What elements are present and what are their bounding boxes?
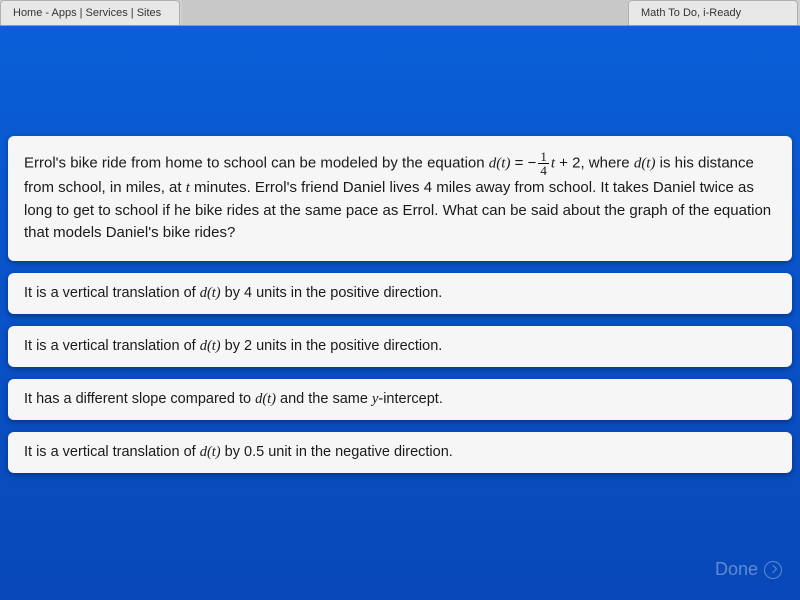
- question-text-2: , where: [580, 154, 633, 171]
- answer-b-val: 2: [244, 338, 252, 354]
- answer-a-fn: d(t): [200, 285, 221, 301]
- answer-a-post: units in the positive direction.: [252, 285, 442, 301]
- arrow-right-icon: [764, 561, 782, 579]
- answer-option-c[interactable]: It has a different slope compared to d(t…: [8, 379, 792, 420]
- answer-c-fn: d(t): [255, 391, 276, 407]
- tab-iready[interactable]: Math To Do, i-Ready: [628, 0, 798, 25]
- question-four: 4: [424, 179, 432, 196]
- iready-viewport: Errol's bike ride from home to school ca…: [0, 26, 800, 600]
- question-eq-sign: =: [510, 154, 527, 171]
- answer-b-mid: by: [221, 338, 244, 354]
- answer-d-pre: It is a vertical translation of: [24, 444, 200, 460]
- question-dt2: d(t): [634, 155, 656, 171]
- answer-option-a[interactable]: It is a vertical translation of d(t) by …: [8, 273, 792, 314]
- answer-d-fn: d(t): [200, 444, 221, 460]
- question-text-4: minutes. Errol's friend Daniel lives: [190, 179, 424, 196]
- question-text-1: Errol's bike ride from home to school ca…: [24, 154, 489, 171]
- browser-tab-strip: Home - Apps | Services | Sites Math To D…: [0, 0, 800, 26]
- tab-iready-label: Math To Do, i-Ready: [641, 7, 741, 19]
- done-label: Done: [715, 559, 758, 580]
- fraction-denominator: 4: [538, 164, 549, 177]
- answer-a-mid: by: [221, 285, 244, 301]
- answer-c-post: -intercept.: [378, 391, 442, 407]
- answer-c-mid: and the same: [276, 391, 372, 407]
- tab-home[interactable]: Home - Apps | Services | Sites: [0, 0, 180, 25]
- answer-option-b[interactable]: It is a vertical translation of d(t) by …: [8, 326, 792, 367]
- fraction-numerator: 1: [538, 150, 549, 164]
- answer-b-fn: d(t): [200, 338, 221, 354]
- question-card: Errol's bike ride from home to school ca…: [8, 136, 792, 261]
- answer-a-pre: It is a vertical translation of: [24, 285, 200, 301]
- question-eq-func: d(t): [489, 155, 511, 171]
- answer-d-post: unit in the negative direction.: [264, 444, 453, 460]
- answer-b-post: units in the positive direction.: [252, 338, 442, 354]
- question-eq-plus: + 2: [555, 154, 580, 171]
- answer-c-pre: It has a different slope compared to: [24, 391, 255, 407]
- answer-d-mid: by: [221, 444, 244, 460]
- tab-home-label: Home - Apps | Services | Sites: [13, 7, 161, 19]
- tab-gap: [182, 0, 628, 25]
- answer-a-val: 4: [244, 285, 252, 301]
- done-button[interactable]: Done: [715, 559, 782, 580]
- question-eq-fraction: 14: [536, 150, 551, 177]
- question-eq-neg: −: [528, 154, 537, 171]
- answer-option-d[interactable]: It is a vertical translation of d(t) by …: [8, 432, 792, 473]
- answer-b-pre: It is a vertical translation of: [24, 338, 200, 354]
- answer-d-val: 0.5: [244, 444, 264, 460]
